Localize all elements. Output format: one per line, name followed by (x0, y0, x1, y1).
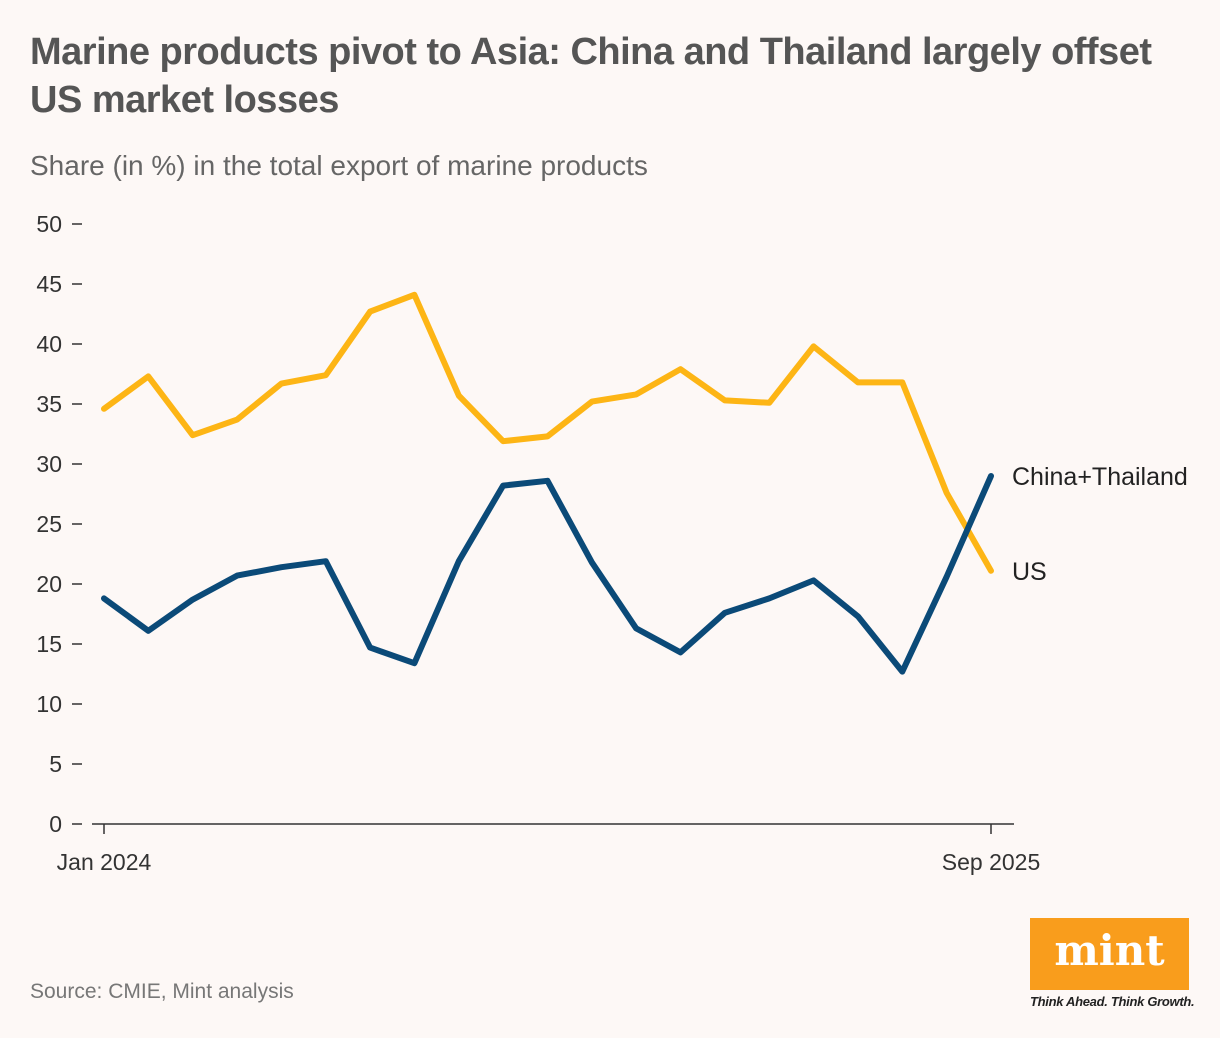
y-tick-label: 0 (49, 811, 62, 837)
mint-logo: mint (1030, 918, 1189, 990)
y-tick-label: 20 (36, 571, 62, 597)
series-label: US (1012, 558, 1047, 586)
y-tick-label: 25 (36, 511, 62, 537)
y-tick-label: 10 (36, 691, 62, 717)
y-tick-label: 15 (36, 631, 62, 657)
y-tick-label: 50 (36, 211, 62, 237)
chart-subtitle: Share (in %) in the total export of mari… (30, 150, 648, 181)
series-line-us (101, 291, 994, 574)
y-tick-label: 40 (36, 331, 62, 357)
logo-tagline: Think Ahead. Think Growth. (1030, 994, 1195, 1009)
series-label: China+Thailand (1012, 463, 1188, 491)
y-tick-label: 5 (49, 751, 62, 777)
source-note: Source: CMIE, Mint analysis (30, 980, 294, 1003)
y-tick-label: 35 (36, 391, 62, 417)
series-line-china-thailand (101, 473, 994, 675)
y-tick-label: 45 (36, 271, 62, 297)
chart-title: Marine products pivot to Asia: China and… (30, 31, 1152, 121)
x-tick-label: Jan 2024 (57, 849, 152, 875)
y-tick-label: 30 (36, 451, 62, 477)
x-tick-label: Sep 2025 (942, 849, 1040, 875)
